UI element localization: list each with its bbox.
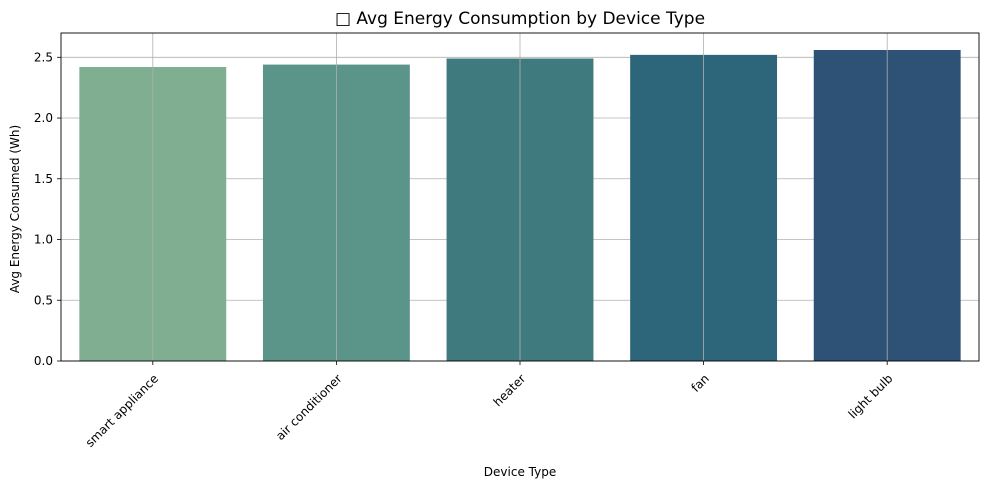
x-tick-label: fan bbox=[688, 371, 711, 394]
x-tick-label: heater bbox=[491, 371, 529, 409]
y-tick-label: 2.0 bbox=[34, 111, 53, 125]
x-tick-label: smart appliance bbox=[83, 371, 161, 449]
chart-title: □ Avg Energy Consumption by Device Type bbox=[335, 9, 705, 29]
y-tick-label: 0.0 bbox=[34, 354, 53, 368]
vertical-grid-layer bbox=[152, 33, 888, 361]
y-tick-label: 2.5 bbox=[34, 50, 53, 64]
y-tick-label: 1.0 bbox=[34, 233, 53, 247]
y-axis-label: Avg Energy Consumed (Wh) bbox=[8, 125, 22, 293]
y-tick-label: 1.5 bbox=[34, 172, 53, 186]
x-tick-label: air conditioner bbox=[273, 371, 345, 443]
y-tick-label: 0.5 bbox=[34, 293, 53, 307]
x-axis-label: Device Type bbox=[484, 465, 556, 479]
x-tick-label: light bulb bbox=[846, 371, 896, 421]
